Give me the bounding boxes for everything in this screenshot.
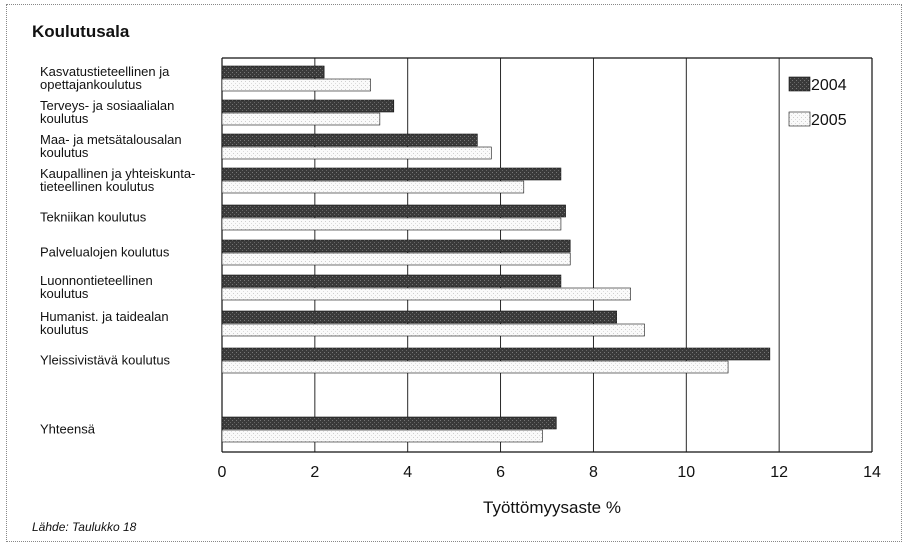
category-label-line: Yleissivistävä koulutus bbox=[40, 353, 171, 368]
x-tick-label: 0 bbox=[218, 464, 227, 481]
category-label-line: koulutus bbox=[40, 322, 89, 337]
legend-label-2004: 2004 bbox=[811, 77, 847, 94]
bar-2005-0 bbox=[221, 78, 371, 92]
category-label-line: Terveys- ja sosiaalialan bbox=[40, 98, 174, 113]
x-tick-label: 12 bbox=[770, 464, 788, 481]
x-tick-label: 14 bbox=[863, 464, 881, 481]
legend-swatch-2004 bbox=[788, 76, 811, 92]
bar-2005-2 bbox=[221, 146, 492, 160]
category-label: Luonnontieteellinen koulutus bbox=[40, 273, 153, 301]
category-label: Yleissivistävä koulutus bbox=[40, 353, 171, 368]
x-axis-ticks: 0 2 4 6 8 10 12 14 bbox=[218, 464, 881, 481]
category-label: Humanist. ja taidealan koulutus bbox=[40, 309, 169, 337]
category-label-line: koulutus bbox=[40, 286, 89, 301]
bar-2004-3 bbox=[221, 167, 562, 181]
legend-swatch-2005 bbox=[788, 111, 811, 127]
category-label-line: koulutus bbox=[40, 111, 89, 126]
category-labels: Kasvatustieteellinen ja opettajankoulutus… bbox=[40, 64, 195, 437]
category-label-line: Tekniikan koulutus bbox=[40, 210, 147, 225]
bar-2004-5 bbox=[221, 239, 571, 253]
bar-2005-6 bbox=[221, 287, 631, 301]
category-label: Kasvatustieteellinen ja opettajankoulutus bbox=[40, 64, 170, 92]
category-label-line: Kasvatustieteellinen ja bbox=[40, 64, 170, 79]
x-axis-title: Työttömyysaste % bbox=[483, 498, 621, 517]
x-tick-label: 6 bbox=[496, 464, 505, 481]
x-tick-label: 8 bbox=[589, 464, 598, 481]
bar-2004-4 bbox=[221, 204, 566, 218]
category-label-line: koulutus bbox=[40, 145, 89, 160]
category-label-line: Yhteensä bbox=[40, 422, 96, 437]
legend-label-2005: 2005 bbox=[811, 112, 847, 129]
x-tick-label: 2 bbox=[310, 464, 319, 481]
category-label: Kaupallinen ja yhteiskunta-tieteellinen … bbox=[40, 166, 195, 194]
bar-2005-1 bbox=[221, 112, 381, 126]
category-label: Palvelualojen koulutus bbox=[40, 245, 170, 260]
category-label-line: tieteellinen koulutus bbox=[40, 179, 155, 194]
chart-title: Koulutusala bbox=[32, 22, 130, 41]
category-label-line: opettajankoulutus bbox=[40, 77, 142, 92]
category-label: Tekniikan koulutus bbox=[40, 210, 147, 225]
bar-2005-9 bbox=[221, 429, 543, 443]
bars-layer bbox=[221, 65, 771, 443]
bar-2004-2 bbox=[221, 133, 478, 147]
category-label: Terveys- ja sosiaalialan koulutus bbox=[40, 98, 174, 126]
bar-2004-9 bbox=[221, 416, 557, 430]
bar-2005-4 bbox=[221, 217, 562, 231]
category-label-line: Humanist. ja taidealan bbox=[40, 309, 169, 324]
bar-2004-8 bbox=[221, 347, 771, 361]
chart-frame bbox=[6, 4, 902, 542]
bar-2005-7 bbox=[221, 323, 645, 337]
category-label-line: Luonnontieteellinen bbox=[40, 273, 153, 288]
bar-2004-7 bbox=[221, 310, 617, 324]
bar-2004-0 bbox=[221, 65, 325, 79]
category-label: Maa- ja metsätalousalan koulutus bbox=[40, 132, 182, 160]
category-label-line: Maa- ja metsätalousalan bbox=[40, 132, 182, 147]
source-note: Lähde: Taulukko 18 bbox=[32, 520, 137, 534]
bar-2004-6 bbox=[221, 274, 562, 288]
bar-2005-8 bbox=[221, 360, 729, 374]
legend: 2004 2005 bbox=[788, 76, 847, 129]
category-label-line: Kaupallinen ja yhteiskunta- bbox=[40, 166, 195, 181]
x-tick-label: 4 bbox=[403, 464, 412, 481]
x-tick-label: 10 bbox=[677, 464, 695, 481]
bar-2005-3 bbox=[221, 180, 525, 194]
category-label: Yhteensä bbox=[40, 422, 96, 437]
category-label-line: Palvelualojen koulutus bbox=[40, 245, 170, 260]
bar-2005-5 bbox=[221, 252, 571, 266]
bar-2004-1 bbox=[221, 99, 395, 113]
